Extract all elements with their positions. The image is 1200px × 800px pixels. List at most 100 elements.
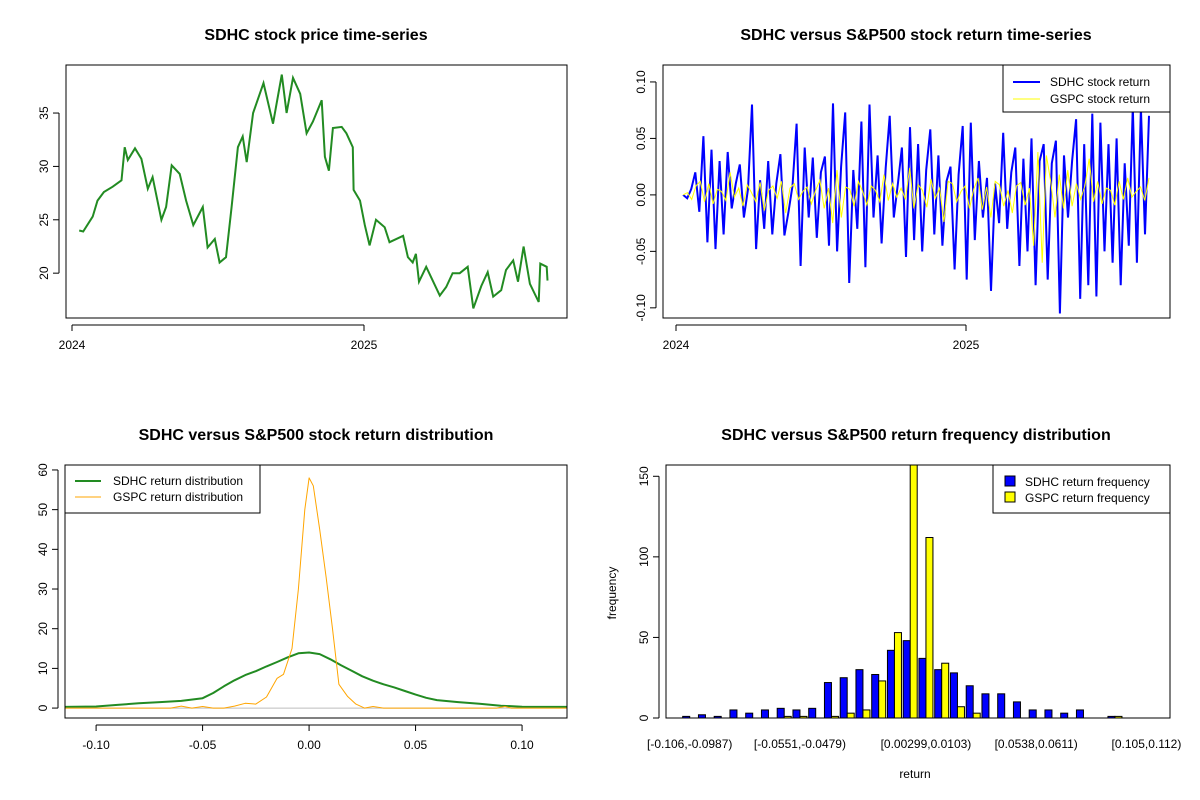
y-tick-label: 20 bbox=[37, 266, 51, 280]
sdhc-freq-bar bbox=[871, 673, 880, 718]
sdhc-freq-bar bbox=[949, 672, 958, 718]
gspc-freq-bar bbox=[783, 715, 792, 718]
chart-title: SDHC versus S&P500 return frequency dist… bbox=[721, 427, 1110, 444]
gspc-freq-bar bbox=[909, 465, 918, 718]
legend-box bbox=[1002, 64, 1171, 113]
y-tick-label: 50 bbox=[637, 630, 651, 644]
gspc-freq-bar bbox=[941, 662, 950, 718]
panel-1 bbox=[53, 64, 568, 331]
sdhc-return-line bbox=[682, 103, 1150, 314]
sdhc-freq-bar bbox=[839, 677, 848, 718]
legend-label: GSPC stock return bbox=[1050, 92, 1150, 106]
sdhc-freq-bar bbox=[965, 685, 974, 718]
x-tick-label: 2025 bbox=[953, 338, 980, 352]
legend-box bbox=[992, 464, 1171, 514]
y-tick-label: 30 bbox=[37, 159, 51, 173]
plot-area bbox=[682, 465, 1123, 718]
gspc-freq-bar bbox=[862, 709, 871, 718]
x-tick-label: -0.10 bbox=[82, 738, 110, 752]
gspc-freq-bar bbox=[846, 712, 855, 718]
y-tick-label: 0 bbox=[637, 714, 651, 721]
y-tick-label: 100 bbox=[637, 547, 651, 567]
legend-swatch-sdhc bbox=[1004, 475, 1016, 487]
x-tick-label: [-0.106,-0.0987) bbox=[647, 737, 732, 751]
x-tick-label: 2025 bbox=[351, 338, 378, 352]
x-tick-label: 2024 bbox=[663, 338, 690, 352]
plot-area bbox=[78, 74, 549, 309]
sdhc-freq-bar bbox=[823, 682, 832, 718]
x-tick-label: [-0.0551,-0.0479) bbox=[754, 737, 846, 751]
y-tick-label: 60 bbox=[36, 463, 50, 477]
gspc-freq-bar bbox=[878, 680, 887, 718]
legend-label: SDHC stock return bbox=[1050, 75, 1150, 89]
sdhc-freq-bar bbox=[1012, 701, 1021, 718]
x-axis-label: return bbox=[899, 767, 930, 781]
gspc-freq-bar bbox=[925, 537, 934, 718]
sdhc-freq-bar bbox=[981, 693, 990, 718]
legend-label: SDHC return distribution bbox=[113, 474, 243, 488]
plot-frame bbox=[665, 464, 1171, 719]
y-tick-label: 0 bbox=[36, 704, 50, 711]
sdhc-freq-bar bbox=[729, 709, 738, 718]
chart-title: SDHC versus S&P500 stock return distribu… bbox=[139, 427, 494, 444]
sdhc-freq-bar bbox=[776, 707, 785, 718]
y-tick-label: 0.00 bbox=[634, 183, 648, 207]
gspc-density-line bbox=[65, 477, 567, 709]
plot-area bbox=[682, 103, 1150, 314]
gspc-freq-bar bbox=[830, 715, 839, 718]
price-line bbox=[78, 74, 549, 309]
y-tick-label: 20 bbox=[36, 622, 50, 636]
sdhc-freq-bar bbox=[997, 693, 1006, 718]
sdhc-freq-bar bbox=[934, 669, 943, 718]
legend bbox=[992, 464, 1171, 514]
legend-swatch-gspc bbox=[1004, 491, 1016, 503]
y-tick-label: 0.10 bbox=[634, 70, 648, 94]
sdhc-freq-bar bbox=[713, 715, 722, 718]
plot-frame bbox=[64, 464, 568, 719]
sdhc-freq-bar bbox=[760, 709, 769, 718]
y-tick-label: 150 bbox=[637, 466, 651, 486]
gspc-freq-bar bbox=[972, 712, 981, 718]
panel-4 bbox=[653, 464, 1171, 719]
legend bbox=[64, 464, 261, 514]
sdhc-freq-bar bbox=[855, 669, 864, 718]
x-tick-label: [0.00299,0.0103) bbox=[881, 737, 972, 751]
x-tick-label: 0.10 bbox=[510, 738, 534, 752]
x-tick-label: [0.105,0.112) bbox=[1112, 737, 1182, 751]
legend-label: GSPC return distribution bbox=[113, 490, 243, 504]
chart-title: SDHC versus S&P500 stock return time-ser… bbox=[740, 27, 1091, 44]
sdhc-freq-bar bbox=[745, 712, 754, 718]
sdhc-freq-bar bbox=[1075, 709, 1084, 718]
y-tick-label: 0.05 bbox=[634, 126, 648, 150]
gspc-freq-bar bbox=[799, 715, 808, 718]
sdhc-freq-bar bbox=[682, 715, 691, 718]
x-tick-label: 2024 bbox=[59, 338, 86, 352]
panel-3 bbox=[52, 464, 568, 731]
x-tick-label: -0.05 bbox=[189, 738, 217, 752]
chart-title: SDHC stock price time-series bbox=[204, 27, 427, 44]
gspc-return-line bbox=[682, 151, 1150, 263]
sdhc-freq-bar bbox=[886, 649, 895, 718]
plot-area bbox=[65, 477, 567, 709]
plot-frame bbox=[662, 64, 1171, 319]
x-tick-label: 0.05 bbox=[404, 738, 428, 752]
legend-label: GSPC return frequency bbox=[1025, 491, 1150, 505]
sdhc-freq-bar bbox=[902, 640, 911, 718]
y-tick-label: 35 bbox=[37, 106, 51, 120]
sdhc-freq-bar bbox=[697, 714, 706, 718]
y-tick-label: -0.05 bbox=[634, 237, 648, 265]
plot-frame bbox=[65, 64, 568, 319]
sdhc-freq-bar bbox=[792, 709, 801, 718]
sdhc-density-line bbox=[65, 651, 567, 708]
sdhc-freq-bar bbox=[918, 657, 927, 718]
y-tick-label: 30 bbox=[36, 582, 50, 596]
y-tick-label: -0.10 bbox=[634, 294, 648, 322]
x-tick-label: 0.00 bbox=[297, 738, 321, 752]
legend bbox=[1002, 64, 1171, 113]
x-tick-label: [0.0538,0.0611) bbox=[995, 737, 1078, 751]
y-tick-label: 10 bbox=[36, 661, 50, 675]
y-axis-label: frequency bbox=[605, 567, 619, 620]
gspc-freq-bar bbox=[893, 632, 902, 718]
gspc-freq-bar bbox=[956, 706, 965, 718]
